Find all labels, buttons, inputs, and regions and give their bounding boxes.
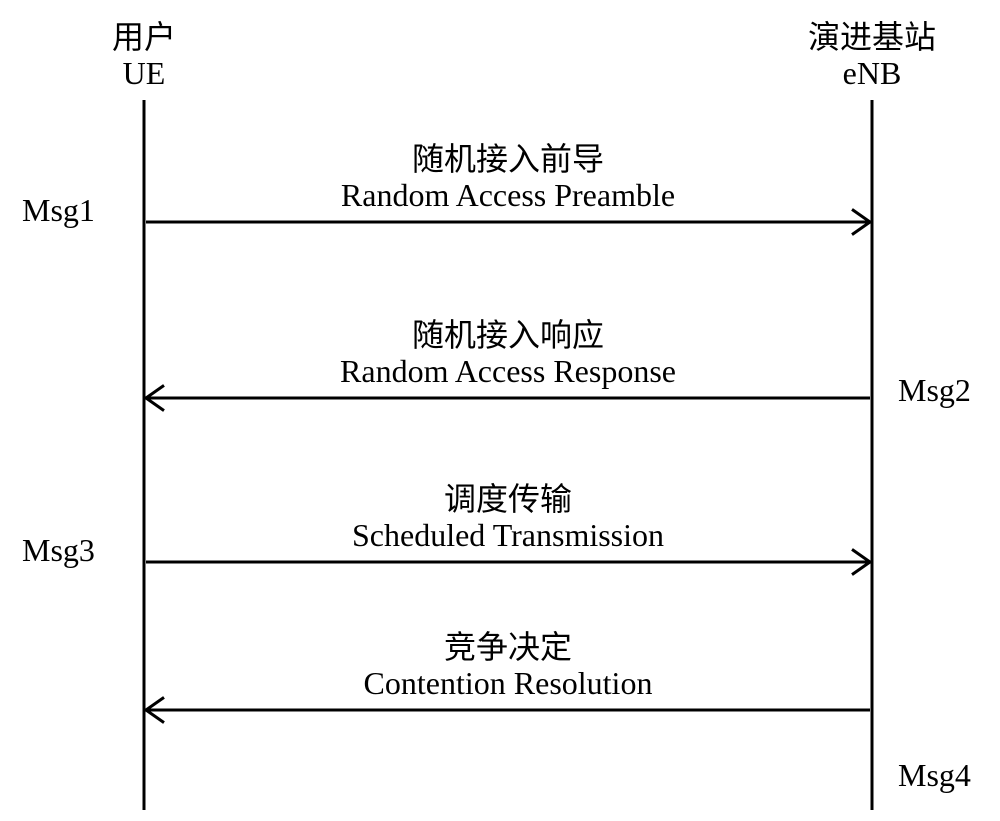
msg2-label-cn: 随机接入响应 [412,310,604,356]
sequence-diagram: 用户UE 演进基站eNB 随机接入前导Random Access Preamble M… [0,0,1000,821]
msg4-label-en: Contention Resolution [364,665,653,702]
actor-right-title-cn: 演进基站 [808,12,936,58]
actor-left-title-en: UE [123,55,166,92]
msg1-label-en: Random Access Preamble [341,177,675,214]
msg1-label-cn: 随机接入前导 [412,134,604,180]
msg3-label-cn: 调度传输 [444,474,572,520]
msg2-tag: Msg2 [898,372,971,409]
msg1-tag: Msg1 [22,192,95,229]
msg3-label-en: Scheduled Transmission [352,517,664,554]
msg2-label-en: Random Access Response [340,353,676,390]
msg3-tag: Msg3 [22,532,95,569]
msg4-label-cn: 竞争决定 [444,622,572,668]
actor-right-title-en: eNB [843,55,902,92]
msg4-tag: Msg4 [898,757,971,794]
actor-left-title-cn: 用户 [112,12,176,58]
